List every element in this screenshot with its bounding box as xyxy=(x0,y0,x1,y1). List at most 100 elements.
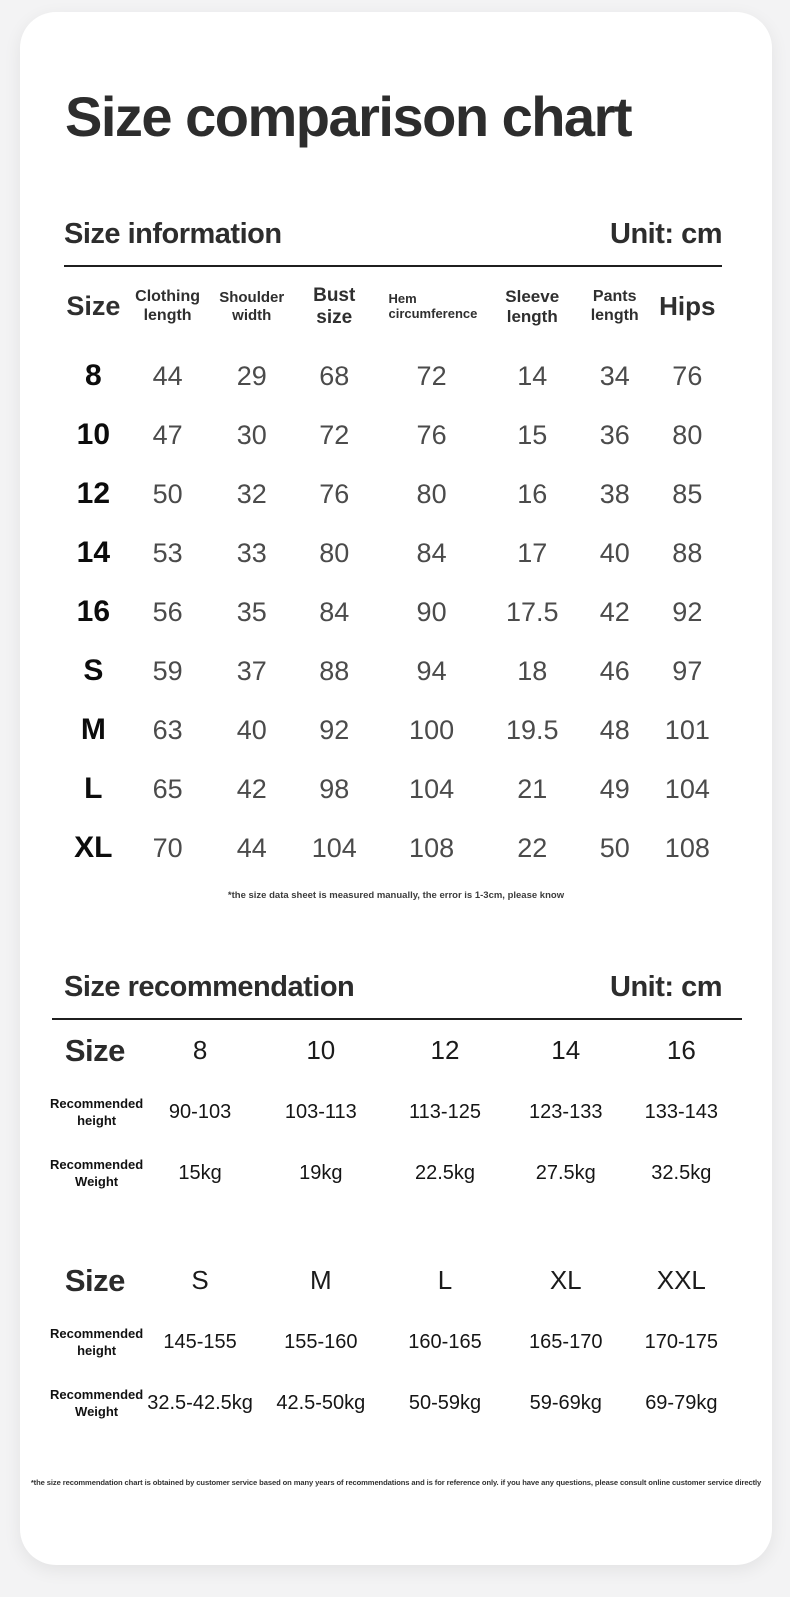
cell-m-bust-size: 92 xyxy=(319,714,350,745)
cell-14-shoulder-width: 33 xyxy=(236,537,267,568)
recommended-height-for-xxl: 170-175 xyxy=(644,1331,719,1354)
recommendation-size-row: Size 8 10 12 14 16 xyxy=(50,1020,740,1082)
cell-s-hem-circumference: 94 xyxy=(416,655,447,686)
recommended-size-12: 12 xyxy=(430,1035,460,1066)
recommended-size-xl: XL xyxy=(549,1265,582,1296)
cell-14-hips: 88 xyxy=(672,537,703,568)
size-recommendation-header-row: Size recommendation Unit: cm xyxy=(64,970,723,1004)
cell-xl-pants-length: 50 xyxy=(599,832,630,863)
recommended-weight-for-14: 27.5kg xyxy=(535,1162,596,1185)
cell-12-pants-length: 38 xyxy=(599,478,630,509)
cell-8-bust-size: 68 xyxy=(319,360,350,391)
cell-m-clothing-length: 63 xyxy=(152,714,183,745)
size-label-14: 14 xyxy=(76,536,111,570)
size-label-8: 8 xyxy=(85,359,102,393)
cell-8-clothing-length: 44 xyxy=(152,360,183,391)
column-header-size: Size xyxy=(66,291,121,322)
cell-xl-shoulder-width: 44 xyxy=(236,832,267,863)
column-header-hem-circumference: Hem circumference xyxy=(388,290,478,321)
recommended-weight-for-16: 32.5kg xyxy=(651,1162,712,1185)
recommended-height-for-s: 145-155 xyxy=(163,1331,237,1354)
divider-line xyxy=(64,264,722,267)
recommended-size-l: L xyxy=(437,1265,453,1296)
size-row-xl: XL 70 44 104 108 22 50 108 xyxy=(62,819,722,878)
size-label-xl: XL xyxy=(74,831,113,865)
cell-16-sleeve-length: 17.5 xyxy=(505,596,559,627)
cell-l-sleeve-length: 21 xyxy=(517,773,548,804)
cell-l-clothing-length: 65 xyxy=(152,773,183,804)
recommended-size-16: 16 xyxy=(666,1035,696,1066)
recommended-weight-for-s: 32.5-42.5kg xyxy=(147,1392,253,1415)
size-information-heading: Size information xyxy=(64,217,282,250)
cell-14-pants-length: 40 xyxy=(599,537,630,568)
recommended-weight-row: Recommended Weight 15kg 19kg 22.5kg 27.5kg 32… xyxy=(50,1144,740,1204)
recommended-height-row: Recommended height 90-103 103-113 113-125 12… xyxy=(50,1082,740,1144)
size-row-8: 8 44 29 68 72 14 34 76 xyxy=(62,347,722,406)
cell-s-bust-size: 88 xyxy=(319,655,350,686)
size-table-footnote: *the size data sheet is measured manuall… xyxy=(227,889,565,901)
size-label-10: 10 xyxy=(76,418,111,452)
cell-l-hem-circumference: 104 xyxy=(409,773,455,804)
recommended-size-8: 8 xyxy=(192,1035,208,1066)
cell-s-clothing-length: 59 xyxy=(152,655,183,686)
recommended-height-label-text: Recommended height xyxy=(50,1325,144,1358)
recommended-weight-for-m: 42.5-50kg xyxy=(276,1392,366,1415)
size-row-label: Size xyxy=(64,1032,126,1068)
cell-10-sleeve-length: 15 xyxy=(517,419,548,450)
size-row-14: 14 53 33 80 84 17 40 88 xyxy=(62,524,722,583)
page-title: Size comparison chart xyxy=(65,85,633,148)
recommended-weight-for-xl: 59-69kg xyxy=(529,1392,602,1415)
cell-10-bust-size: 72 xyxy=(319,419,350,450)
size-row-l: L 65 42 98 104 21 49 104 xyxy=(62,760,722,819)
size-row-s: S 59 37 88 94 18 46 97 xyxy=(62,642,722,701)
recommended-size-xxl: XXL xyxy=(656,1265,706,1296)
column-header-bust-size: Bust size xyxy=(313,284,356,328)
size-row-16: 16 56 35 84 90 17.5 42 92 xyxy=(62,583,722,642)
size-recommendation-section: Size recommendation Unit: cm Size 8 10 12 14… xyxy=(20,971,772,1487)
size-table-head: Size Clothing length Shoulder width Bust si… xyxy=(62,267,722,347)
cell-8-hips: 76 xyxy=(672,360,703,391)
cell-14-hem-circumference: 84 xyxy=(416,537,447,568)
cell-m-shoulder-width: 40 xyxy=(236,714,267,745)
cell-8-hem-circumference: 72 xyxy=(416,360,447,391)
cell-l-shoulder-width: 42 xyxy=(236,773,267,804)
divider-line xyxy=(52,1017,742,1020)
recommended-height-label: Recommended height xyxy=(50,1312,144,1374)
recommended-height-for-l: 160-165 xyxy=(408,1331,482,1354)
recommended-height-for-10: 103-113 xyxy=(284,1101,357,1124)
recommended-weight-label-text: Recommended Weight xyxy=(50,1386,144,1419)
recommended-weight-for-xxl: 69-79kg xyxy=(645,1392,718,1415)
cell-8-pants-length: 34 xyxy=(599,360,630,391)
cell-l-pants-length: 49 xyxy=(599,773,630,804)
size-table-body: 8 44 29 68 72 14 34 76 10 47 30 72 76 15 36 80 12 50 32 76 8… xyxy=(62,347,722,878)
cell-16-pants-length: 42 xyxy=(599,596,630,627)
cell-xl-bust-size: 104 xyxy=(311,832,357,863)
cell-s-hips: 97 xyxy=(672,655,703,686)
recommended-height-for-m: 155-160 xyxy=(284,1331,358,1354)
cell-12-hips: 85 xyxy=(672,478,703,509)
column-header-hips: Hips xyxy=(659,290,716,321)
cell-10-clothing-length: 47 xyxy=(152,419,183,450)
cell-12-shoulder-width: 32 xyxy=(236,478,267,509)
size-label-12: 12 xyxy=(76,477,111,511)
recommendation-size-row: Size S M L XL XXL xyxy=(50,1250,740,1312)
size-information-section: Size information Unit: cm Size Clothing l… xyxy=(20,218,772,901)
cell-l-bust-size: 98 xyxy=(319,773,350,804)
recommended-height-row: Recommended height 145-155 155-160 160-165 1… xyxy=(50,1312,740,1374)
cell-xl-sleeve-length: 22 xyxy=(517,832,548,863)
cell-xl-hem-circumference: 108 xyxy=(409,832,455,863)
cell-xl-clothing-length: 70 xyxy=(152,832,183,863)
recommended-weight-for-12: 22.5kg xyxy=(414,1162,476,1185)
column-header-shoulder-width: Shoulder width xyxy=(219,289,285,324)
cell-l-hips: 104 xyxy=(664,773,710,804)
cell-xl-hips: 108 xyxy=(664,832,710,863)
recommended-height-for-8: 90-103 xyxy=(168,1101,232,1124)
size-label-16: 16 xyxy=(76,595,111,629)
size-recommendation-unit-label: Unit: cm xyxy=(610,970,723,1003)
cell-8-sleeve-length: 14 xyxy=(517,360,548,391)
recommended-size-10: 10 xyxy=(306,1035,336,1066)
cell-16-hips: 92 xyxy=(672,596,703,627)
cell-s-pants-length: 46 xyxy=(599,655,630,686)
